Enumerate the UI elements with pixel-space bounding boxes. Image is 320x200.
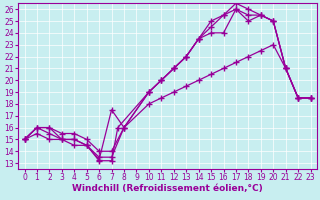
X-axis label: Windchill (Refroidissement éolien,°C): Windchill (Refroidissement éolien,°C) [72, 184, 263, 193]
